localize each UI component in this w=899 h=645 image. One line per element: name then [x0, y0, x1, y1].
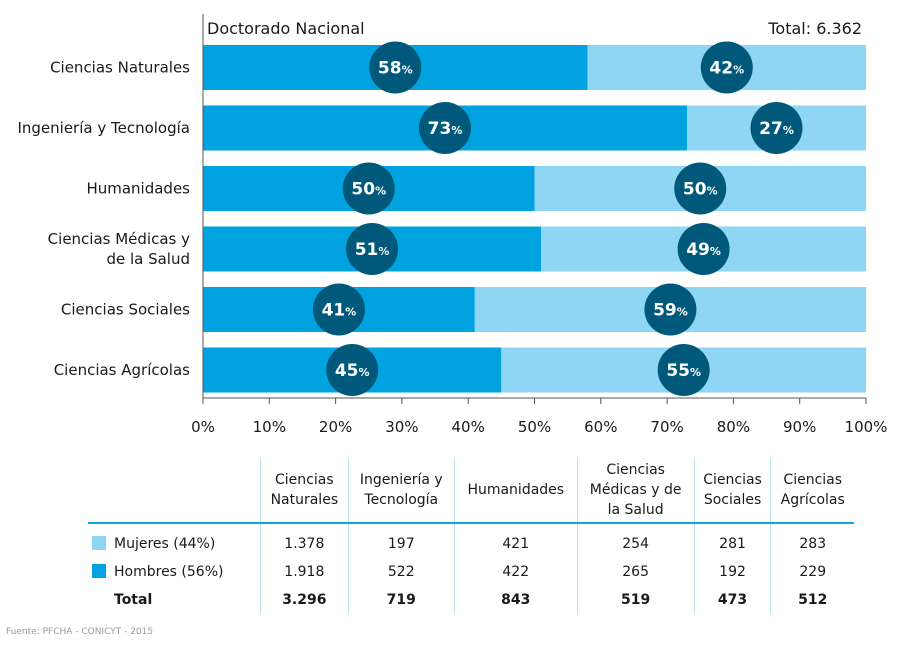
table-cell-2-1: 719	[347, 586, 455, 614]
x-tick-label-10: 100%	[845, 418, 888, 436]
table-header-2: Humanidades	[453, 458, 578, 524]
value-badge-mujeres-2	[674, 162, 727, 215]
chart-header-left: Doctorado Nacional	[207, 19, 365, 38]
data-table: Ciencias Naturales Ingeniería y Tecnología H…	[88, 458, 854, 614]
row-label-0: Mujeres (44%)	[88, 523, 261, 558]
value-badge-mujeres-5	[657, 344, 710, 396]
legend-swatch-1	[92, 564, 106, 578]
table-cell-2-4: 473	[693, 586, 771, 614]
table-body: Mujeres (44%) 1.378 197 421 254 281 283 Hombres…	[88, 523, 854, 614]
table-cell-1-1: 522	[347, 558, 455, 586]
value-badge-mujeres-0	[700, 41, 753, 94]
data-label-mujeres-3: 49%	[686, 240, 721, 260]
data-label-mujeres-1: 27%	[759, 119, 794, 139]
table-header-row: Ciencias Naturales Ingeniería y Tecnología H…	[88, 458, 854, 524]
table-cell-2-2: 843	[453, 586, 578, 614]
table-cell-0-1: 197	[347, 523, 455, 558]
data-label-hombres-3: 51%	[355, 240, 390, 260]
category-label-5: Ciencias Agrícolas	[54, 361, 190, 379]
data-label-hombres-2: 50%	[351, 180, 386, 200]
chart-header-total: Total: 6.362	[767, 19, 862, 38]
data-label-mujeres-4: 59%	[653, 301, 688, 321]
table-header-5: Ciencias Agrícolas	[770, 458, 854, 524]
row-label-text: Total	[114, 592, 153, 608]
category-label-0: Ciencias Naturales	[50, 59, 190, 77]
row-label-text: Mujeres (44%)	[114, 536, 216, 552]
table-cell-0-3: 254	[576, 523, 695, 558]
x-axis: 0% 10% 20% 30% 40% 50% 60% 70% 80% 90% 100%	[191, 14, 887, 436]
table-header-4: Ciencias Sociales	[693, 458, 771, 524]
table-cell-1-4: 192	[693, 558, 771, 586]
table-cell-2-3: 519	[576, 586, 695, 614]
table-cell-0-0: 1.378	[260, 523, 349, 558]
table-header-3: Ciencias Médicas y de la Salud	[576, 458, 695, 524]
stacked-bar-chart: Doctorado Nacional Total: 6.362 58% 42% 73…	[17, 14, 887, 436]
table-header-0: Ciencias Naturales	[260, 458, 349, 524]
data-label-hombres-4: 41%	[322, 301, 357, 321]
value-badge-hombres-0	[369, 41, 422, 94]
table-cell-0-5: 283	[770, 523, 854, 558]
data-label-mujeres-0: 42%	[709, 59, 744, 79]
x-tick-label-8: 80%	[717, 418, 750, 436]
table-cell-0-2: 421	[453, 523, 578, 558]
table-corner	[88, 458, 261, 524]
value-badge-hombres-5	[326, 344, 379, 396]
value-badge-hombres-1	[418, 102, 471, 154]
data-label-mujeres-5: 55%	[666, 361, 701, 381]
legend-swatch-0	[92, 536, 106, 550]
x-tick-label-1: 10%	[253, 418, 286, 436]
table-cell-0-4: 281	[693, 523, 771, 558]
x-tick-label-7: 70%	[650, 418, 683, 436]
table-cell-2-0: 3.296	[260, 586, 349, 614]
table-cell-1-0: 1.918	[260, 558, 349, 586]
x-tick-label-0: 0%	[191, 418, 215, 436]
data-label-mujeres-2: 50%	[683, 180, 718, 200]
table-cell-1-3: 265	[576, 558, 695, 586]
value-badge-mujeres-1	[750, 102, 803, 154]
data-label-hombres-5: 45%	[335, 361, 370, 381]
table-cell-1-2: 422	[453, 558, 578, 586]
x-tick-label-4: 40%	[452, 418, 485, 436]
category-labels: Ciencias Naturales Ingeniería y Tecnologí…	[17, 59, 190, 380]
row-label-1: Hombres (56%)	[88, 558, 261, 586]
category-label-1: Ingeniería y Tecnología	[17, 119, 190, 137]
x-tick-label-2: 20%	[319, 418, 352, 436]
category-label-2: Humanidades	[86, 180, 190, 198]
value-badge-hombres-3	[346, 223, 399, 275]
value-badge-hombres-4	[312, 283, 365, 336]
table-header-1: Ingeniería y Tecnología	[347, 458, 455, 524]
value-badge-mujeres-3	[677, 223, 730, 275]
x-tick-label-5: 50%	[518, 418, 551, 436]
source-note: Fuente: PFCHA - CONICYT - 2015	[6, 627, 154, 637]
bars-layer: 58% 42% 73% 27% 50% 50% 51% 49% 41% 59% 45% 55%	[203, 41, 866, 396]
row-label-2: Total	[88, 586, 261, 614]
x-tick-label-9: 90%	[783, 418, 816, 436]
table-cell-2-5: 512	[770, 586, 854, 614]
category-label-3: Ciencias Médicas y de la Salud	[48, 230, 190, 268]
table-row: Hombres (56%) 1.918 522 422 265 192 229	[88, 558, 854, 586]
table-row: Mujeres (44%) 1.378 197 421 254 281 283	[88, 523, 854, 558]
x-tick-label-3: 30%	[385, 418, 418, 436]
data-label-hombres-1: 73%	[428, 119, 463, 139]
table-cell-1-5: 229	[770, 558, 854, 586]
table-row: Total 3.296 719 843 519 473 512	[88, 586, 854, 614]
data-label-hombres-0: 58%	[378, 59, 413, 79]
x-tick-label-6: 60%	[584, 418, 617, 436]
row-label-text: Hombres (56%)	[114, 564, 224, 580]
category-label-4: Ciencias Sociales	[61, 301, 190, 319]
value-badge-mujeres-4	[644, 283, 697, 336]
value-badge-hombres-2	[342, 162, 395, 215]
